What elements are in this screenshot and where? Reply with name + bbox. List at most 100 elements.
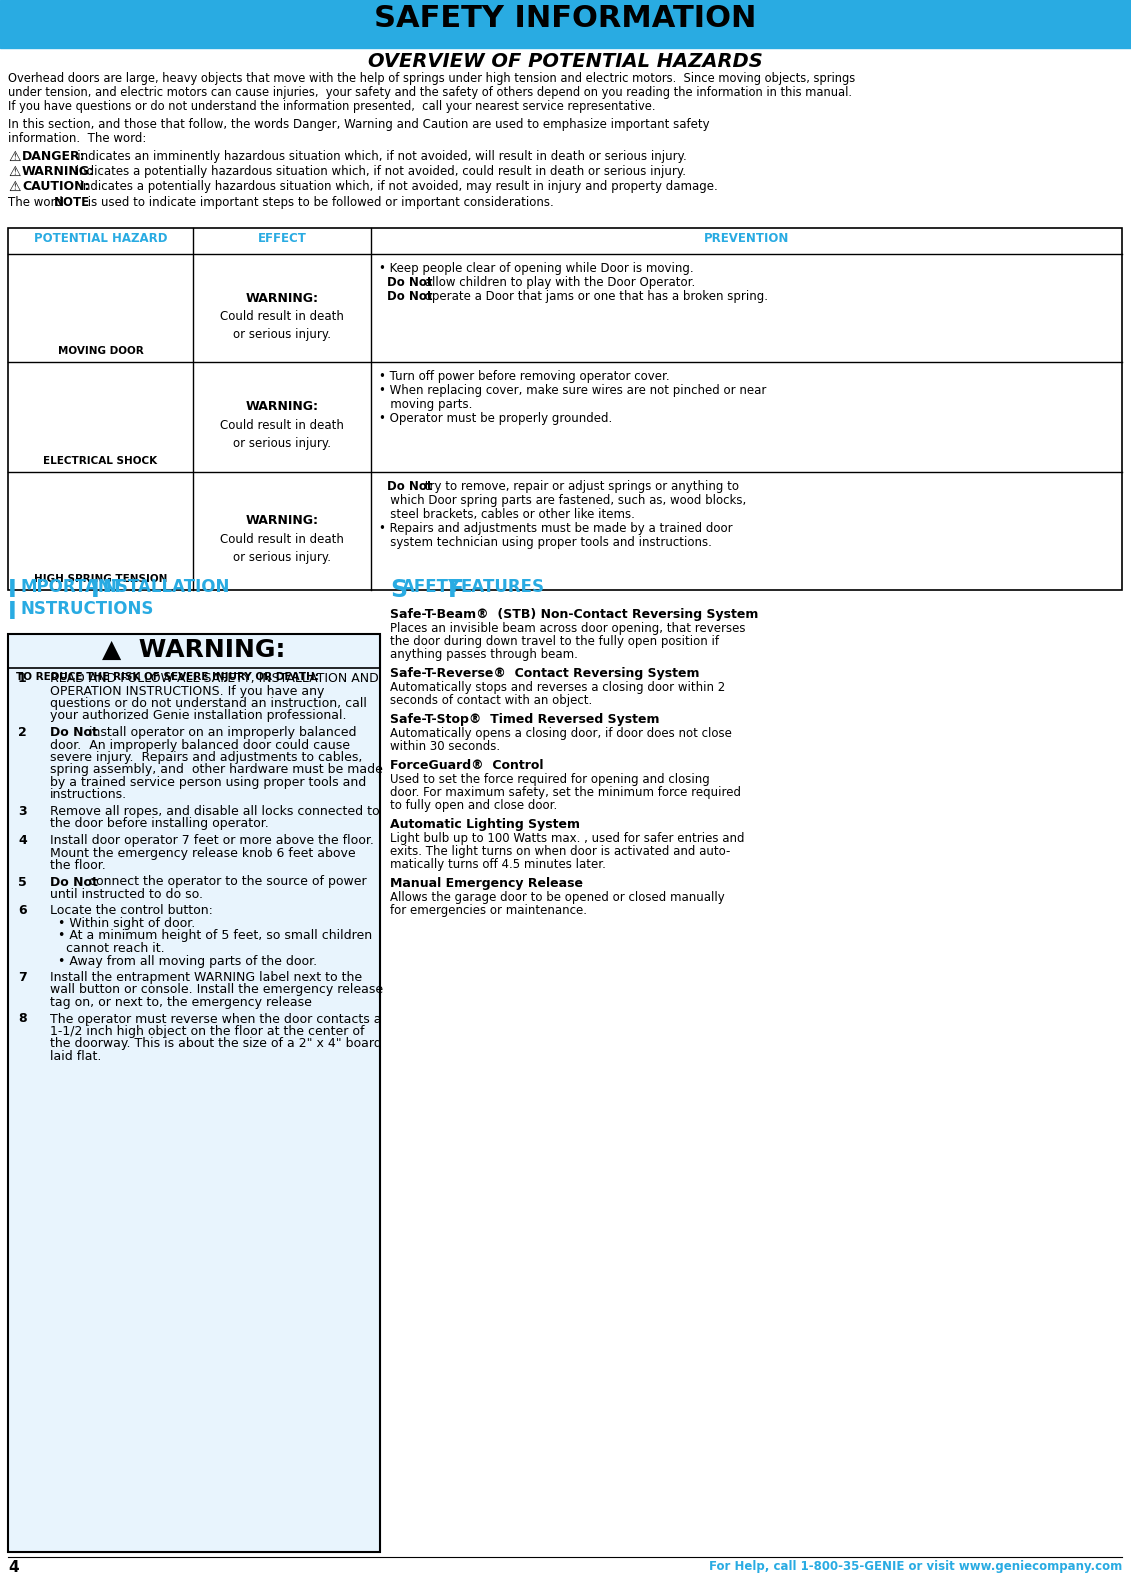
Text: Locate the control button:: Locate the control button: (50, 905, 213, 918)
Bar (8, 634, 380, 1552)
Text: ⚠: ⚠ (8, 165, 20, 179)
Text: the doorway. This is about the size of a 2" x 4" board: the doorway. This is about the size of a… (50, 1038, 382, 1051)
Text: 5: 5 (18, 875, 27, 889)
Text: 4: 4 (8, 1560, 18, 1575)
Text: WARNING:: WARNING: (21, 165, 95, 178)
Text: Automatically stops and reverses a closing door within 2: Automatically stops and reverses a closi… (390, 682, 725, 694)
Text: EFFECT: EFFECT (258, 231, 307, 246)
Text: For Help, call 1-800-35-GENIE or visit www.geniecompany.com: For Help, call 1-800-35-GENIE or visit w… (709, 1560, 1122, 1572)
Bar (8, 634, 380, 1552)
Text: PREVENTION: PREVENTION (703, 231, 789, 246)
Text: door. For maximum safety, set the minimum force required: door. For maximum safety, set the minimu… (390, 786, 741, 799)
Bar (8, 634, 380, 667)
Text: Could result in death
or serious injury.: Could result in death or serious injury. (221, 533, 344, 564)
Text: exits. The light turns on when door is activated and auto-: exits. The light turns on when door is a… (390, 845, 731, 857)
Text: In this section, and those that follow, the words Danger, Warning and Caution ar: In this section, and those that follow, … (8, 117, 709, 132)
Text: 8: 8 (18, 1013, 27, 1025)
Text: Could result in death
or serious injury.: Could result in death or serious injury. (221, 418, 344, 450)
Text: 3: 3 (18, 805, 27, 818)
Text: • Within sight of door.: • Within sight of door. (50, 918, 196, 930)
Text: NSTALLATION: NSTALLATION (103, 579, 230, 596)
Text: SAFETY INFORMATION: SAFETY INFORMATION (374, 5, 757, 33)
Text: Do Not: Do Not (50, 875, 98, 889)
Text: MPORTANT: MPORTANT (20, 579, 123, 596)
Text: anything passes through beam.: anything passes through beam. (390, 648, 578, 661)
Text: wall button or console. Install the emergency release: wall button or console. Install the emer… (50, 984, 383, 997)
Text: • Keep people clear of opening while Door is moving.: • Keep people clear of opening while Doo… (379, 262, 693, 276)
Text: seconds of contact with an object.: seconds of contact with an object. (390, 694, 593, 707)
Text: your authorized Genie installation professional.: your authorized Genie installation profe… (50, 710, 346, 723)
Text: the door during down travel to the fully open position if: the door during down travel to the fully… (390, 636, 719, 648)
Text: I: I (90, 579, 100, 602)
Text: OPERATION INSTRUCTIONS. If you have any: OPERATION INSTRUCTIONS. If you have any (50, 685, 325, 697)
Text: indicates a potentially hazardous situation which, if not avoided, may result in: indicates a potentially hazardous situat… (72, 181, 718, 193)
Text: S: S (390, 579, 407, 602)
Text: Light bulb up to 100 Watts max. , used for safer entries and: Light bulb up to 100 Watts max. , used f… (390, 832, 744, 845)
Text: I: I (8, 579, 17, 602)
Text: Places an invisible beam across door opening, that reverses: Places an invisible beam across door ope… (390, 621, 745, 636)
Text: MOVING DOOR: MOVING DOOR (58, 346, 144, 357)
Text: Automatically opens a closing door, if door does not close: Automatically opens a closing door, if d… (390, 728, 732, 740)
Text: • Operator must be properly grounded.: • Operator must be properly grounded. (379, 412, 612, 425)
Bar (0, 0, 1131, 48)
Text: Safe-T-Reverse®  Contact Reversing System: Safe-T-Reverse® Contact Reversing System (390, 667, 699, 680)
Text: The word: The word (8, 197, 67, 209)
Text: until instructed to do so.: until instructed to do so. (50, 888, 202, 900)
Text: ELECTRICAL SHOCK: ELECTRICAL SHOCK (43, 456, 157, 466)
Text: by a trained service person using proper tools and: by a trained service person using proper… (50, 777, 366, 789)
Text: ⚠: ⚠ (8, 181, 20, 193)
Text: to fully open and close door.: to fully open and close door. (390, 799, 558, 812)
Text: Safe-T-Beam®  (STB) Non-Contact Reversing System: Safe-T-Beam® (STB) Non-Contact Reversing… (390, 609, 759, 621)
Text: 7: 7 (18, 972, 27, 984)
Text: ▲  WARNING:: ▲ WARNING: (102, 639, 286, 663)
Text: 4: 4 (18, 834, 27, 846)
Text: Mount the emergency release knob 6 feet above: Mount the emergency release knob 6 feet … (50, 846, 355, 859)
Text: install operator on an improperly balanced: install operator on an improperly balanc… (85, 726, 356, 739)
Text: system technician using proper tools and instructions.: system technician using proper tools and… (379, 536, 711, 548)
Text: Do Not: Do Not (50, 726, 98, 739)
Text: WARNING:: WARNING: (245, 292, 319, 304)
Text: OVERVIEW OF POTENTIAL HAZARDS: OVERVIEW OF POTENTIAL HAZARDS (368, 52, 762, 71)
Text: • At a minimum height of 5 feet, so small children: • At a minimum height of 5 feet, so smal… (50, 929, 372, 943)
Text: READ AND FOLLOW ALL SAFETY, INSTALLATION AND: READ AND FOLLOW ALL SAFETY, INSTALLATION… (50, 672, 379, 685)
Text: the door before installing operator.: the door before installing operator. (50, 818, 269, 831)
Text: EATURES: EATURES (460, 579, 544, 596)
Text: Do Not: Do Not (387, 276, 432, 288)
Text: try to remove, repair or adjust springs or anything to: try to remove, repair or adjust springs … (421, 480, 739, 493)
Text: 1: 1 (18, 672, 27, 685)
Text: TO REDUCE THE RISK OF SEVERE INJURY OR DEATH:: TO REDUCE THE RISK OF SEVERE INJURY OR D… (16, 672, 319, 682)
Text: Install door operator 7 feet or more above the floor.: Install door operator 7 feet or more abo… (50, 834, 374, 846)
Text: F: F (448, 579, 464, 602)
Text: Do Not: Do Not (387, 290, 432, 303)
Text: within 30 seconds.: within 30 seconds. (390, 740, 500, 753)
Text: laid flat.: laid flat. (50, 1049, 102, 1064)
Text: NOTE: NOTE (54, 197, 90, 209)
Text: is used to indicate important steps to be followed or important considerations.: is used to indicate important steps to b… (84, 197, 554, 209)
Text: HIGH SPRING TENSION: HIGH SPRING TENSION (34, 574, 167, 583)
Text: information.  The word:: information. The word: (8, 132, 146, 144)
Text: instructions.: instructions. (50, 788, 127, 802)
Text: ⚠: ⚠ (8, 151, 20, 163)
Text: Safe-T-Stop®  Timed Reversed System: Safe-T-Stop® Timed Reversed System (390, 713, 659, 726)
Text: • Away from all moving parts of the door.: • Away from all moving parts of the door… (50, 954, 317, 967)
Text: • Repairs and adjustments must be made by a trained door: • Repairs and adjustments must be made b… (379, 521, 733, 536)
Text: indicates a potentially hazardous situation which, if not avoided, could result : indicates a potentially hazardous situat… (72, 165, 687, 178)
Text: • Turn off power before removing operator cover.: • Turn off power before removing operato… (379, 369, 670, 384)
Text: operate a Door that jams or one that has a broken spring.: operate a Door that jams or one that has… (421, 290, 768, 303)
Text: NSTRUCTIONS: NSTRUCTIONS (20, 601, 154, 618)
Text: cannot reach it.: cannot reach it. (50, 941, 165, 956)
Text: WARNING:: WARNING: (245, 401, 319, 414)
Text: WARNING:: WARNING: (245, 515, 319, 528)
Text: Automatic Lighting System: Automatic Lighting System (390, 818, 580, 831)
Text: 6: 6 (18, 905, 27, 918)
Text: the floor.: the floor. (50, 859, 106, 872)
Text: connect the operator to the source of power: connect the operator to the source of po… (85, 875, 366, 889)
Text: DANGER:: DANGER: (21, 151, 86, 163)
Text: 2: 2 (18, 726, 27, 739)
Text: Overhead doors are large, heavy objects that move with the help of springs under: Overhead doors are large, heavy objects … (8, 71, 855, 86)
Text: allow children to play with the Door Operator.: allow children to play with the Door Ope… (421, 276, 694, 288)
Text: for emergencies or maintenance.: for emergencies or maintenance. (390, 903, 587, 918)
Text: Allows the garage door to be opened or closed manually: Allows the garage door to be opened or c… (390, 891, 725, 903)
Text: Could result in death
or serious injury.: Could result in death or serious injury. (221, 311, 344, 341)
Text: door.  An improperly balanced door could cause: door. An improperly balanced door could … (50, 739, 349, 751)
